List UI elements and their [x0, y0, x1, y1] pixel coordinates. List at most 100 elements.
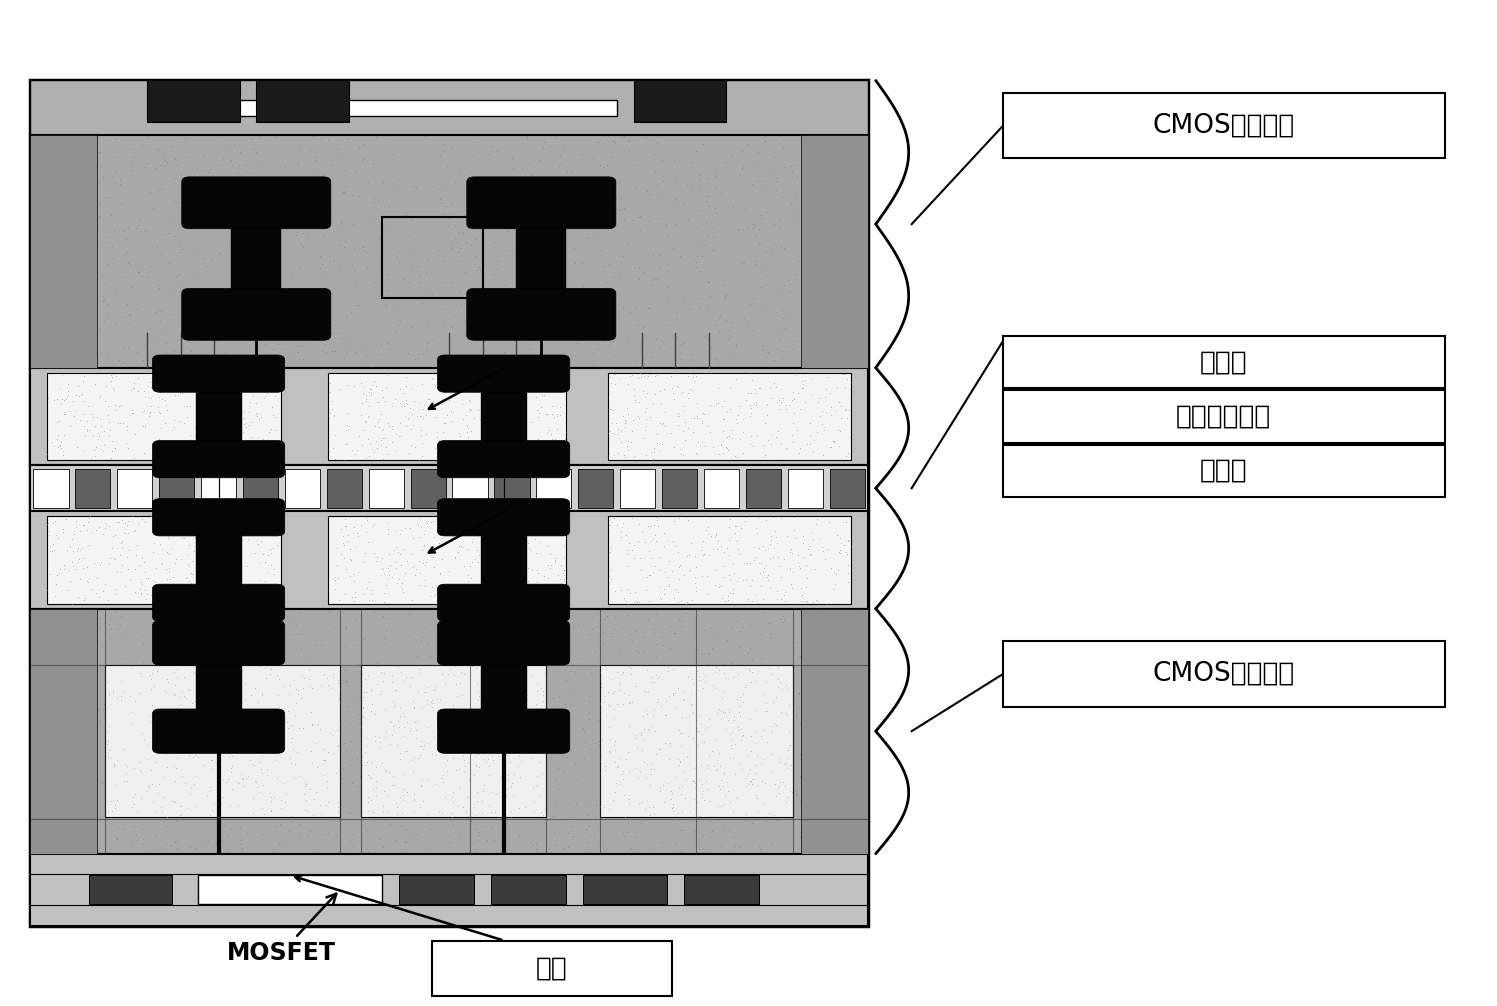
- Point: [301, 128, 325, 144]
- Point: [647, 247, 671, 264]
- Point: [737, 661, 760, 677]
- Point: [469, 410, 493, 427]
- Point: [615, 375, 639, 391]
- Point: [728, 623, 751, 639]
- Point: [66, 378, 90, 394]
- Point: [54, 693, 78, 709]
- Point: [463, 799, 487, 815]
- Point: [835, 573, 859, 590]
- Point: [281, 770, 305, 786]
- Point: [662, 591, 686, 607]
- Point: [488, 612, 512, 628]
- Point: [722, 345, 746, 361]
- Point: [599, 571, 623, 588]
- Point: [368, 345, 392, 361]
- Point: [133, 416, 157, 433]
- Point: [361, 359, 385, 375]
- Point: [460, 570, 484, 586]
- Point: [482, 706, 506, 722]
- Point: [246, 694, 269, 710]
- FancyBboxPatch shape: [437, 709, 570, 753]
- Point: [552, 572, 576, 589]
- Point: [156, 225, 180, 241]
- Point: [482, 738, 506, 754]
- Point: [666, 416, 690, 433]
- Point: [636, 741, 660, 758]
- Point: [298, 729, 322, 745]
- Point: [259, 190, 283, 206]
- Point: [228, 157, 251, 173]
- Point: [52, 427, 76, 443]
- Point: [572, 278, 596, 294]
- Point: [199, 543, 223, 559]
- Point: [448, 739, 472, 756]
- Point: [322, 666, 346, 682]
- Point: [826, 660, 850, 676]
- Point: [662, 727, 686, 743]
- Point: [713, 704, 737, 720]
- Point: [744, 775, 768, 791]
- Point: [853, 237, 877, 254]
- Point: [513, 229, 537, 245]
- Point: [174, 149, 198, 165]
- Point: [308, 798, 332, 814]
- Point: [376, 367, 400, 383]
- Point: [425, 440, 449, 456]
- Bar: [1003, 94, 1445, 158]
- Point: [371, 673, 395, 689]
- Point: [487, 177, 510, 193]
- Point: [811, 448, 835, 464]
- Point: [781, 673, 805, 689]
- Point: [524, 544, 548, 560]
- Point: [250, 765, 274, 781]
- Point: [223, 720, 247, 736]
- Point: [335, 377, 359, 393]
- Point: [790, 260, 814, 276]
- Point: [132, 636, 156, 652]
- Bar: [328, 516, 566, 604]
- Point: [748, 210, 772, 226]
- FancyBboxPatch shape: [437, 355, 570, 392]
- Point: [138, 403, 162, 420]
- Point: [642, 674, 666, 690]
- Point: [593, 799, 617, 815]
- Point: [216, 741, 240, 758]
- Point: [635, 410, 659, 427]
- Point: [337, 698, 361, 714]
- Point: [656, 659, 680, 675]
- Point: [174, 775, 198, 791]
- Point: [313, 741, 337, 758]
- Point: [380, 569, 404, 585]
- Point: [55, 231, 79, 247]
- Point: [42, 742, 66, 759]
- Point: [636, 518, 660, 534]
- Point: [305, 760, 329, 776]
- Point: [802, 694, 826, 710]
- Point: [263, 388, 287, 404]
- Point: [229, 778, 253, 794]
- Point: [546, 760, 570, 776]
- Point: [621, 594, 645, 610]
- Point: [817, 439, 841, 455]
- Point: [43, 527, 67, 543]
- Point: [376, 415, 400, 432]
- Point: [171, 300, 195, 316]
- Point: [430, 725, 454, 741]
- Point: [620, 435, 644, 451]
- Point: [117, 220, 141, 236]
- Point: [588, 671, 612, 687]
- Point: [683, 791, 707, 807]
- Point: [596, 157, 620, 173]
- Point: [475, 377, 499, 393]
- Point: [525, 680, 549, 696]
- Point: [834, 448, 858, 464]
- Point: [373, 681, 397, 697]
- Point: [813, 650, 837, 666]
- Point: [540, 589, 564, 605]
- Point: [466, 675, 490, 691]
- Point: [680, 696, 704, 712]
- Point: [284, 743, 308, 760]
- Point: [463, 135, 487, 151]
- Point: [452, 806, 476, 822]
- Point: [653, 418, 677, 435]
